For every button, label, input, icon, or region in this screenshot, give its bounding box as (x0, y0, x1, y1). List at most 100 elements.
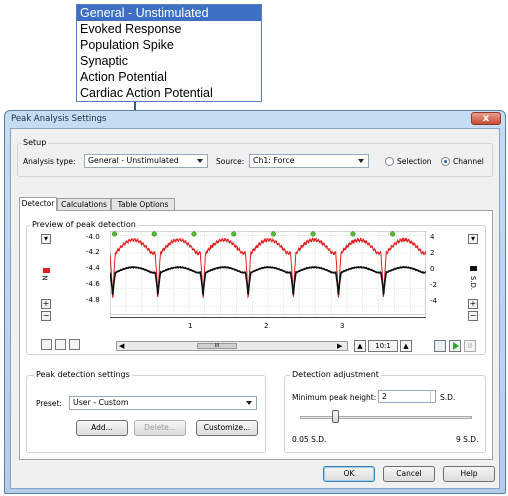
fit-view-icon[interactable] (434, 340, 446, 352)
min-peak-height-slider-thumb[interactable] (332, 410, 339, 423)
min-peak-height-label: Minimum peak height: (292, 393, 377, 402)
right-tick-label: 2 (430, 249, 435, 257)
selection-radio-label: Selection (397, 157, 432, 166)
channel-radio[interactable] (441, 157, 450, 166)
left-tick-label: -4.8 (86, 296, 100, 304)
preset-select[interactable]: User - Custom (69, 396, 257, 410)
x-axis-line (110, 317, 426, 318)
min-peak-height-spinner[interactable] (430, 391, 436, 402)
left-zoom-in-button[interactable]: + (41, 299, 51, 309)
dropdown-option-population-spike[interactable]: Population Spike (80, 38, 174, 52)
red-series-swatch (43, 268, 50, 273)
source-value: Ch1: Force (253, 156, 295, 165)
chevron-down-icon (197, 159, 203, 163)
tab-table-options[interactable]: Table Options (111, 198, 175, 211)
horizontal-scrollbar[interactable]: ◀ ▶ III (116, 341, 348, 351)
right-axis-menu-button[interactable]: ▾ (468, 234, 478, 244)
left-axis-menu-button[interactable]: ▾ (41, 234, 51, 244)
peak-marker (231, 231, 237, 237)
black-series-line (110, 265, 426, 297)
peak-marker (151, 231, 157, 237)
preset-value: User - Custom (73, 398, 129, 407)
chevron-down-icon[interactable] (246, 401, 252, 405)
peak-preview-chart[interactable] (110, 231, 426, 315)
view-mode-2-icon[interactable] (55, 339, 66, 350)
peak-analysis-settings-window: Peak Analysis Settings x Setup Analysis … (4, 110, 506, 494)
selection-radio[interactable] (385, 157, 394, 166)
right-tick-label: 4 (430, 233, 435, 241)
dropdown-option-cardiac-action-potential[interactable]: Cardiac Action Potential (80, 86, 213, 100)
tab-calculations[interactable]: Calculations (57, 198, 111, 211)
setup-group-label: Setup (21, 138, 49, 147)
x-tick-label: 3 (340, 322, 345, 330)
left-tick-label: -4.6 (86, 280, 100, 288)
close-button[interactable]: x (471, 112, 501, 125)
min-peak-height-unit: S.D. (440, 393, 456, 402)
right-axis-label: S.D. (469, 275, 478, 291)
play-icon (453, 342, 459, 350)
dropdown-option-action-potential[interactable]: Action Potential (80, 70, 167, 84)
analysis-type-value: General - Unstimulated (88, 156, 179, 165)
source-label: Source: (216, 157, 245, 166)
detection-adjustment-group (284, 375, 486, 453)
dropdown-option-general-unstimulated[interactable]: General - Unstimulated (77, 5, 261, 21)
zoom-out-time-icon[interactable]: ▲ (354, 340, 366, 352)
add-preset-button[interactable]: Add... (76, 420, 128, 436)
preset-label: Preset: (36, 399, 62, 408)
analysis-type-dropdown-list: General - Unstimulated Evoked Response P… (76, 4, 262, 102)
zoom-ratio[interactable]: 10:1 (368, 340, 398, 352)
left-tick-label: -4.2 (86, 248, 100, 256)
dropdown-option-synaptic[interactable]: Synaptic (80, 54, 128, 68)
slider-max-label: 9 S.D. (456, 435, 479, 444)
right-zoom-in-button[interactable]: + (468, 299, 478, 309)
peak-marker (390, 231, 396, 237)
scroll-thumb[interactable]: III (197, 343, 237, 349)
setup-group (17, 143, 493, 177)
left-tick-label: -4.4 (86, 264, 100, 272)
min-peak-height-input[interactable]: 2 (378, 390, 436, 403)
scroll-right-icon[interactable]: ▶ (337, 342, 343, 350)
source-select[interactable]: Ch1: Force (249, 154, 369, 168)
cancel-button[interactable]: Cancel (383, 466, 435, 482)
chevron-down-icon (358, 159, 364, 163)
pause-icon[interactable]: II (464, 340, 476, 352)
peak-marker (350, 231, 356, 237)
right-zoom-out-button[interactable]: − (468, 311, 478, 321)
view-mode-1-icon[interactable] (41, 339, 52, 350)
peak-detection-settings-label: Peak detection settings (34, 370, 132, 379)
peak-marker (270, 231, 276, 237)
x-tick-label: 1 (188, 322, 193, 330)
dropdown-option-evoked-response[interactable]: Evoked Response (80, 22, 182, 36)
min-peak-height-slider-track[interactable] (300, 416, 472, 419)
window-title: Peak Analysis Settings (11, 114, 107, 124)
peak-marker (310, 231, 316, 237)
left-axis-label: N (40, 275, 49, 281)
channel-radio-label: Channel (453, 157, 484, 166)
right-tick-label: -2 (430, 281, 437, 289)
preview-group-label: Preview of peak detection (30, 220, 138, 229)
preview-group (26, 225, 486, 355)
play-button[interactable] (449, 340, 461, 352)
ok-button[interactable]: OK (323, 466, 375, 482)
black-series-swatch (470, 266, 477, 271)
detector-tab-panel: Preview of peak detection ▾ N + − -4.0 -… (19, 210, 493, 460)
red-series-line (110, 237, 426, 299)
slider-min-label: 0.05 S.D. (292, 435, 327, 444)
peak-marker (191, 231, 197, 237)
title-bar[interactable]: Peak Analysis Settings x (5, 111, 505, 127)
right-tick-label: 0 (430, 265, 435, 273)
scroll-left-icon[interactable]: ◀ (119, 342, 125, 350)
left-zoom-out-button[interactable]: − (41, 311, 51, 321)
delete-preset-button[interactable]: Delete... (134, 420, 186, 436)
dialog-client-area: Setup Analysis type: General - Unstimula… (10, 128, 500, 489)
view-mode-3-icon[interactable] (69, 339, 80, 350)
left-tick-label: -4.0 (86, 233, 100, 241)
detection-adjustment-label: Detection adjustment (290, 370, 381, 379)
right-tick-label: -4 (430, 297, 437, 305)
zoom-in-time-icon[interactable]: ▲ (400, 340, 412, 352)
customize-preset-button[interactable]: Customize... (196, 420, 258, 436)
analysis-type-select[interactable]: General - Unstimulated (84, 154, 208, 168)
x-tick-label: 2 (264, 322, 269, 330)
tab-detector[interactable]: Detector (19, 197, 57, 211)
help-button[interactable]: Help (443, 466, 495, 482)
